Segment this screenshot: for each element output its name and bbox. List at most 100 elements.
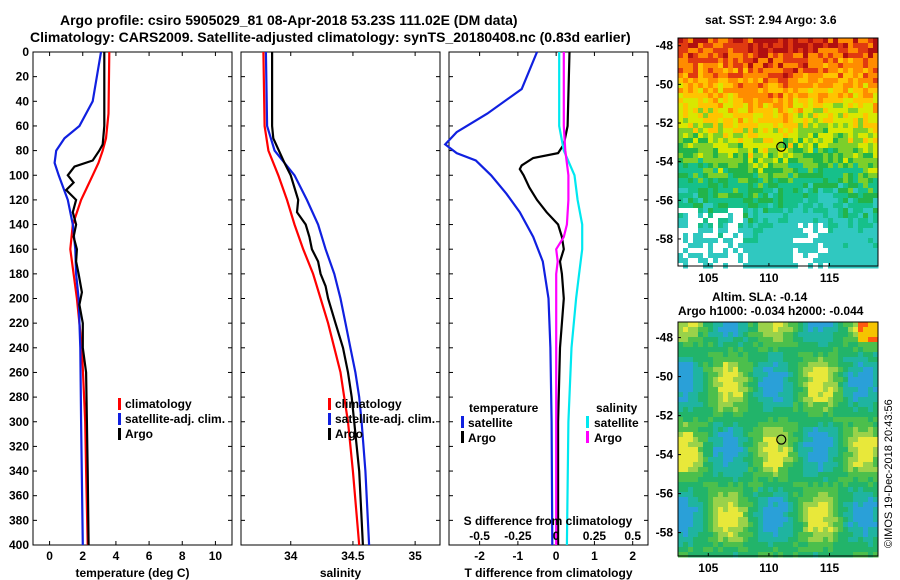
map-cell <box>708 422 714 428</box>
map-cell <box>803 362 809 368</box>
map-cell <box>693 552 699 558</box>
map-cell <box>853 103 859 109</box>
map-cell <box>843 367 849 373</box>
map-cell <box>843 472 849 478</box>
map-cell <box>753 163 759 169</box>
map-cell <box>688 208 694 214</box>
map-cell <box>823 372 829 378</box>
map-cell <box>718 442 724 448</box>
map-cell <box>808 168 814 174</box>
map-cell <box>823 522 829 528</box>
map-cell <box>778 83 784 89</box>
top-tick-label: 0.5 <box>624 529 641 543</box>
map-cell <box>843 427 849 433</box>
map-cell <box>813 457 819 463</box>
map-cell <box>823 163 829 169</box>
map-cell <box>773 233 779 239</box>
map-cell <box>848 143 854 149</box>
map-cell <box>693 248 699 254</box>
map-cell <box>778 382 784 388</box>
map-cell <box>748 492 754 498</box>
map-cell <box>788 447 794 453</box>
map-cell <box>828 203 834 209</box>
y-tick-label: 400 <box>9 538 29 552</box>
map-cell <box>823 527 829 533</box>
map-cell <box>773 547 779 553</box>
map-cell <box>693 332 699 338</box>
map-cell <box>818 93 824 99</box>
map-cell <box>808 517 814 523</box>
map-cell <box>793 352 799 358</box>
map-cell <box>818 422 824 428</box>
map-cell <box>743 208 749 214</box>
map-cell <box>833 123 839 129</box>
map-cell <box>808 83 814 89</box>
map-cell <box>693 427 699 433</box>
map-cell <box>708 377 714 383</box>
map-cell <box>688 332 694 338</box>
map-cell <box>873 148 879 154</box>
map-cell <box>753 128 759 134</box>
map-cell <box>728 337 734 343</box>
map-cell <box>853 133 859 139</box>
map-cell <box>813 93 819 99</box>
map-cell <box>728 377 734 383</box>
map-cell <box>808 38 814 44</box>
map-cell <box>738 113 744 119</box>
map-cell <box>748 527 754 533</box>
map-cell <box>758 482 764 488</box>
map-cell <box>753 63 759 69</box>
map-cell <box>743 128 749 134</box>
map-cell <box>803 93 809 99</box>
map-cell <box>718 123 724 129</box>
map-cell <box>783 482 789 488</box>
map-cell <box>833 522 839 528</box>
map-cell <box>853 168 859 174</box>
map-cell <box>823 472 829 478</box>
map-cell <box>848 422 854 428</box>
map-cell <box>848 68 854 74</box>
map-cell <box>693 53 699 59</box>
map-cell <box>683 168 689 174</box>
map-cell <box>728 392 734 398</box>
map-cell <box>863 128 869 134</box>
map-cell <box>818 183 824 189</box>
map-cell <box>743 492 749 498</box>
map-cell <box>763 532 769 538</box>
map-cell <box>693 93 699 99</box>
map-cell <box>808 382 814 388</box>
map-cell <box>763 507 769 513</box>
map-cell <box>873 497 879 503</box>
map-cell <box>733 73 739 79</box>
map-cell <box>723 527 729 533</box>
map-cell <box>823 53 829 59</box>
map-cell <box>678 193 684 199</box>
map-cell <box>733 542 739 548</box>
map-cell <box>713 377 719 383</box>
map-cell <box>858 332 864 338</box>
map-cell <box>803 103 809 109</box>
map-cell <box>738 83 744 89</box>
map-cell <box>783 98 789 104</box>
map-cell <box>823 532 829 538</box>
map-cell <box>823 352 829 358</box>
map-cell <box>788 148 794 154</box>
legend-label: climatology <box>335 397 402 411</box>
map-cell <box>818 218 824 224</box>
map-cell <box>833 517 839 523</box>
map-cell <box>853 253 859 259</box>
map-cell <box>853 138 859 144</box>
map-cell <box>813 38 819 44</box>
map-cell <box>778 203 784 209</box>
map-cell <box>788 38 794 44</box>
map-cell <box>713 228 719 234</box>
map-cell <box>823 143 829 149</box>
map-cell <box>718 183 724 189</box>
map-cell <box>683 522 689 528</box>
map-cell <box>678 38 684 44</box>
map-cell <box>868 462 874 468</box>
map-cell <box>853 502 859 508</box>
map-cell <box>848 148 854 154</box>
map-cell <box>753 412 759 418</box>
map-cell <box>758 362 764 368</box>
